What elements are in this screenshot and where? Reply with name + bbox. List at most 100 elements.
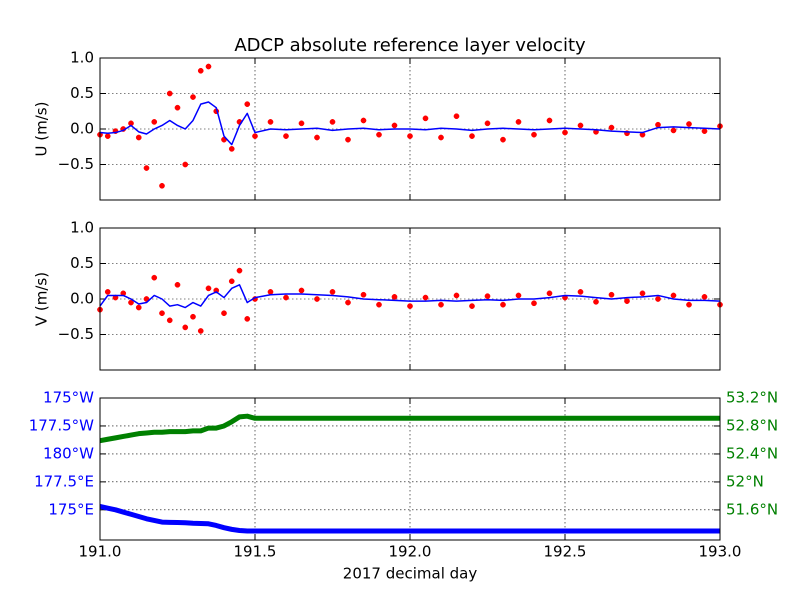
data-line: [99, 504, 720, 534]
x-tick-label: 193.0: [699, 543, 742, 561]
y-tick-label: 0.5: [70, 84, 94, 102]
data-point: [151, 119, 158, 125]
data-point: [376, 301, 382, 308]
data-point: [608, 291, 615, 298]
data-point: [205, 63, 212, 70]
data-line: [99, 101, 721, 146]
data-point: [143, 165, 150, 171]
data-point: [329, 289, 336, 295]
data-line: [99, 413, 720, 444]
data-point: [283, 133, 289, 139]
y2-tick-label: 52.8°N: [726, 416, 778, 434]
data-point: [670, 127, 677, 134]
data-point: [128, 299, 134, 306]
data-point: [670, 292, 677, 299]
data-point: [562, 129, 568, 136]
data-point: [329, 119, 336, 125]
data-point: [391, 122, 398, 129]
x-axis-label: 2017 decimal day: [343, 565, 478, 583]
data-point: [500, 301, 506, 308]
data-point: [252, 133, 258, 139]
data-point: [205, 285, 212, 292]
data-point: [655, 121, 661, 128]
data-point: [345, 299, 351, 306]
data-point: [166, 317, 173, 324]
axes-frame: [99, 397, 721, 541]
data-point: [314, 296, 320, 302]
data-point: [197, 67, 204, 74]
data-point: [407, 133, 413, 139]
data-point: [182, 324, 189, 331]
data-point: [593, 298, 599, 305]
data-point: [639, 290, 646, 297]
data-point: [608, 124, 615, 131]
data-point: [422, 115, 429, 122]
data-point: [244, 101, 251, 108]
data-point: [182, 161, 189, 168]
data-point: [228, 278, 235, 285]
data-point: [267, 119, 274, 125]
data-point: [391, 294, 398, 300]
data-point: [438, 301, 444, 308]
data-point: [174, 281, 181, 288]
y-axis-label: V (m/s): [33, 272, 51, 326]
data-point: [135, 304, 142, 311]
data-point: [484, 293, 491, 300]
data-point: [546, 117, 553, 124]
x-tick-label: 191.5: [234, 543, 277, 561]
data-point: [151, 274, 158, 281]
y-tick-label: 177.5°W: [29, 416, 94, 434]
data-point: [655, 296, 661, 302]
data-point: [159, 310, 165, 317]
data-line: [99, 284, 721, 309]
data-point: [624, 298, 630, 304]
data-point: [701, 128, 708, 134]
data-point: [221, 310, 227, 317]
data-point: [360, 291, 367, 298]
y-tick-label: −0.5: [58, 155, 94, 173]
data-point: [500, 136, 506, 143]
data-point: [298, 287, 305, 294]
data-point: [244, 316, 251, 322]
data-point: [197, 328, 204, 334]
data-point: [190, 94, 196, 100]
data-point: [531, 300, 537, 307]
y-tick-label: 175°W: [43, 389, 94, 407]
data-point: [298, 120, 305, 127]
data-point: [407, 303, 413, 309]
data-point: [686, 301, 692, 308]
data-point: [166, 90, 173, 97]
data-point: [438, 134, 444, 141]
x-tick-label: 191.0: [79, 543, 122, 561]
y-tick-label: 0.0: [70, 120, 94, 138]
data-point: [376, 131, 382, 138]
y2-tick-label: 53.2°N: [726, 389, 778, 407]
data-point: [314, 134, 320, 141]
y2-tick-label: 52.4°N: [726, 444, 778, 462]
data-point: [135, 134, 142, 141]
data-point: [453, 292, 460, 299]
data-point: [701, 294, 708, 300]
data-point: [345, 136, 351, 143]
axes-frame: [99, 57, 721, 201]
y-tick-label: 0.0: [70, 290, 94, 308]
data-point: [104, 133, 111, 139]
data-point: [577, 289, 584, 295]
data-point: [360, 117, 367, 124]
data-point: [228, 146, 235, 152]
data-point: [283, 294, 289, 301]
y2-tick-label: 52°N: [726, 472, 764, 490]
data-point: [546, 290, 553, 297]
y-tick-label: 177.5°E: [34, 472, 94, 490]
data-point: [236, 267, 243, 274]
y-axis-label: U (m/s): [33, 102, 51, 157]
y-tick-label: 0.5: [70, 254, 94, 272]
y-tick-label: −0.5: [58, 325, 94, 343]
x-tick-label: 192.0: [389, 543, 432, 561]
data-point: [531, 131, 537, 138]
data-point: [515, 292, 522, 299]
data-point: [453, 113, 460, 120]
data-point: [104, 289, 111, 295]
data-point: [190, 313, 196, 320]
